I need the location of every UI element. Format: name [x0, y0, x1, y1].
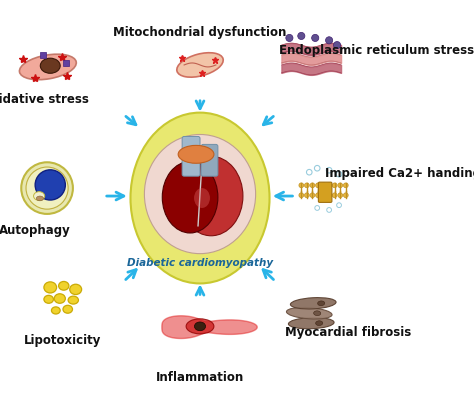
Ellipse shape	[36, 196, 44, 201]
Text: Inflammation: Inflammation	[156, 371, 244, 384]
Polygon shape	[162, 316, 257, 339]
Ellipse shape	[54, 294, 65, 304]
Ellipse shape	[44, 296, 54, 304]
Circle shape	[344, 193, 348, 198]
Circle shape	[310, 193, 315, 198]
Circle shape	[311, 35, 319, 43]
Circle shape	[326, 38, 333, 45]
Ellipse shape	[34, 192, 45, 201]
Text: Oxidative stress: Oxidative stress	[0, 93, 89, 106]
Circle shape	[310, 183, 315, 188]
Circle shape	[35, 171, 65, 200]
Ellipse shape	[145, 135, 255, 254]
Circle shape	[321, 183, 326, 188]
Text: Mitochondrial dysfunction: Mitochondrial dysfunction	[113, 26, 287, 38]
Text: Impaired Ca2+ handing: Impaired Ca2+ handing	[325, 166, 474, 179]
Text: Endoplasmic reticulum stress: Endoplasmic reticulum stress	[280, 43, 474, 56]
Circle shape	[304, 183, 309, 188]
Circle shape	[299, 183, 304, 188]
Circle shape	[298, 33, 305, 40]
Ellipse shape	[177, 53, 223, 78]
Text: Lipotoxicity: Lipotoxicity	[24, 333, 101, 346]
Circle shape	[26, 168, 68, 210]
Circle shape	[321, 193, 326, 198]
FancyBboxPatch shape	[64, 61, 69, 66]
Circle shape	[21, 163, 73, 214]
Ellipse shape	[288, 318, 334, 329]
FancyBboxPatch shape	[201, 145, 218, 177]
Ellipse shape	[52, 307, 60, 314]
Ellipse shape	[68, 296, 79, 304]
Ellipse shape	[19, 55, 76, 81]
Text: Diabetic cardiomyopathy: Diabetic cardiomyopathy	[127, 257, 273, 267]
Ellipse shape	[70, 285, 82, 295]
Ellipse shape	[44, 282, 56, 293]
Ellipse shape	[291, 298, 336, 309]
Ellipse shape	[63, 305, 73, 313]
Ellipse shape	[316, 321, 323, 326]
Circle shape	[299, 193, 304, 198]
Ellipse shape	[59, 282, 69, 290]
Ellipse shape	[186, 319, 214, 334]
Circle shape	[327, 183, 331, 188]
Ellipse shape	[40, 59, 60, 74]
Circle shape	[316, 183, 320, 188]
Circle shape	[304, 193, 309, 198]
Text: Myocardial fibrosis: Myocardial fibrosis	[285, 325, 412, 338]
FancyBboxPatch shape	[182, 137, 200, 177]
Circle shape	[316, 193, 320, 198]
FancyBboxPatch shape	[319, 183, 332, 203]
Circle shape	[338, 193, 343, 198]
Circle shape	[344, 183, 348, 188]
Circle shape	[332, 183, 337, 188]
Ellipse shape	[130, 113, 270, 284]
Ellipse shape	[162, 162, 218, 233]
Text: Autophagy: Autophagy	[0, 224, 71, 237]
FancyBboxPatch shape	[40, 53, 46, 59]
Circle shape	[327, 193, 331, 198]
Ellipse shape	[194, 322, 206, 331]
Circle shape	[286, 35, 293, 43]
Ellipse shape	[286, 308, 332, 319]
Circle shape	[338, 183, 343, 188]
Ellipse shape	[318, 301, 325, 306]
Ellipse shape	[179, 157, 243, 236]
Circle shape	[332, 193, 337, 198]
Circle shape	[334, 43, 341, 49]
Ellipse shape	[178, 146, 214, 164]
Ellipse shape	[314, 311, 321, 316]
Ellipse shape	[194, 189, 210, 209]
